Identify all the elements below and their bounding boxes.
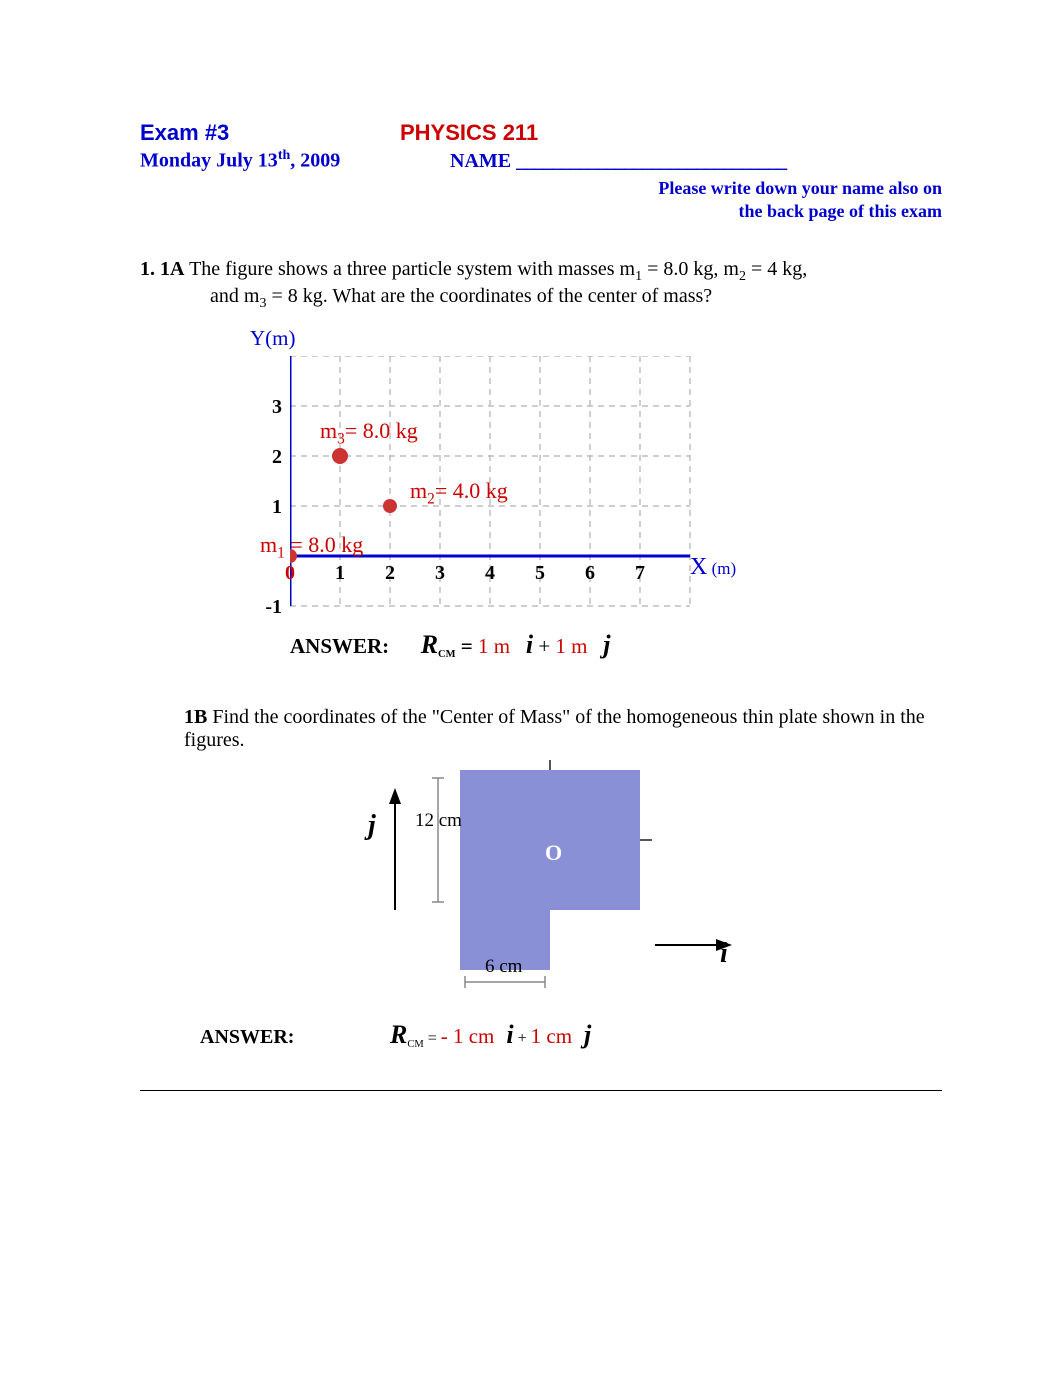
xtick-2: 2 [378, 562, 402, 585]
answer2-plus: + [518, 1030, 531, 1047]
diagram-1b: j i O 12 cm 6 cm [260, 760, 820, 1010]
ytick-neg1: -1 [258, 596, 282, 619]
header-note: Please write down your name also on the … [140, 177, 942, 224]
exam-label: Exam #3 [140, 120, 400, 146]
xtick-7: 7 [628, 562, 652, 585]
x-axis-label: X (m) [690, 554, 736, 581]
m2-post: = 4.0 kg [435, 478, 508, 503]
answer2-eq: = [424, 1030, 441, 1047]
m1-label: m1 = 8.0 kg [260, 532, 363, 562]
answer2-R: R [390, 1020, 407, 1049]
answer1-plus: + [538, 634, 555, 658]
date-label: Monday July 13th, 2009 [140, 148, 400, 173]
xtick-6: 6 [578, 562, 602, 585]
q1a-l2-post: = 8 kg. What are the coordinates of the … [266, 285, 712, 307]
header-row-2: Monday July 13th, 2009 NAME ____________… [140, 148, 942, 173]
date-pre: Monday July 13 [140, 150, 278, 172]
answer2-i: i [506, 1020, 513, 1049]
diagram-1a: Y(m) 3 2 1 -1 0 1 2 3 4 5 6 7 X (m) m3= … [200, 326, 760, 656]
xtick-3: 3 [428, 562, 452, 585]
O-label: O [545, 840, 562, 866]
name-label: NAME ______________________________ [450, 150, 786, 173]
m1-pre: m [260, 532, 277, 557]
answer1-eq: = [456, 634, 478, 658]
answer1-R: R [421, 630, 438, 659]
note-line-1: Please write down your name also on [140, 177, 942, 200]
answer-1a: ANSWER: RCM = 1 m i + 1 m j [290, 630, 611, 660]
answer1-i: i [526, 630, 533, 659]
question-1a: 1. 1A The figure shows a three particle … [140, 258, 942, 312]
page: Exam #3 PHYSICS 211 Monday July 13th, 20… [0, 0, 1062, 1159]
answer1-label: ANSWER: [290, 634, 389, 658]
i-label: i [720, 938, 728, 970]
q1a-m1eq: = 8.0 kg, m [642, 258, 739, 280]
ytick-3: 3 [258, 396, 282, 419]
name-underline: ______________________________ [516, 150, 786, 172]
dim-12-label: 12 cm [415, 810, 462, 832]
q1a-line2: and m3 = 8 kg. What are the coordinates … [210, 285, 942, 312]
m3-sub: 3 [337, 431, 345, 448]
plate-svg [260, 760, 820, 990]
answer1-v2: 1 m [555, 634, 587, 658]
answer-1b: ANSWER: RCM = - 1 cm i + 1 cm j [200, 1020, 942, 1050]
answer2-v2: 1 cm [531, 1024, 572, 1048]
j-label: j [368, 810, 376, 842]
answer2-v1: - 1 cm [441, 1024, 495, 1048]
q1a-number: 1. 1A [140, 258, 184, 280]
name-text: NAME [450, 150, 516, 172]
date-post: , 2009 [290, 150, 340, 172]
header-row-1: Exam #3 PHYSICS 211 [140, 120, 942, 146]
xtick-5: 5 [528, 562, 552, 585]
xtick-1: 1 [328, 562, 352, 585]
xtick-4: 4 [478, 562, 502, 585]
divider-line [140, 1090, 942, 1091]
ytick-2: 2 [258, 446, 282, 469]
x-axis-unit: (m) [707, 559, 736, 578]
m1-sub: 1 [277, 545, 285, 562]
answer2-expr: RCM = - 1 cm i + 1 cm j [390, 1020, 591, 1050]
answer1-CM: CM [438, 649, 456, 660]
q1b-block: 1B Find the coordinates of the "Center o… [184, 706, 942, 752]
m2-pre: m [410, 478, 427, 503]
m2-sub: 2 [427, 491, 435, 508]
q1a-m2eq: = 4 kg, [746, 258, 807, 280]
answer1-j: j [603, 630, 610, 659]
m3-label: m3= 8.0 kg [320, 418, 418, 448]
note-line-2: the back page of this exam [140, 200, 942, 223]
m3-post: = 8.0 kg [345, 418, 418, 443]
y-axis-label: Y(m) [250, 326, 296, 351]
answer1-v1: 1 m [478, 634, 510, 658]
m1-post: = 8.0 kg [285, 532, 363, 557]
answer2-CM: CM [407, 1039, 423, 1050]
q1b-text: Find the coordinates of the "Center of M… [184, 706, 925, 751]
m2-label: m2= 4.0 kg [410, 478, 508, 508]
answer2-j: j [584, 1020, 591, 1049]
xtick-0: 0 [278, 562, 302, 585]
q1a-l2-pre: and m [210, 285, 259, 307]
j-axis-arrowhead [389, 788, 401, 804]
m3-pre: m [320, 418, 337, 443]
x-axis-main: X [690, 554, 707, 580]
course-label: PHYSICS 211 [400, 120, 538, 146]
q1b-number: 1B [184, 706, 207, 728]
dim-6-label: 6 cm [485, 956, 522, 978]
answer2-label: ANSWER: [200, 1026, 390, 1049]
ytick-1: 1 [258, 496, 282, 519]
q1a-text-1: The figure shows a three particle system… [184, 258, 635, 280]
q1a-m2sub: 2 [739, 269, 746, 284]
question-1b: 1B Find the coordinates of the "Center o… [140, 706, 942, 752]
date-sup: th [278, 148, 290, 163]
